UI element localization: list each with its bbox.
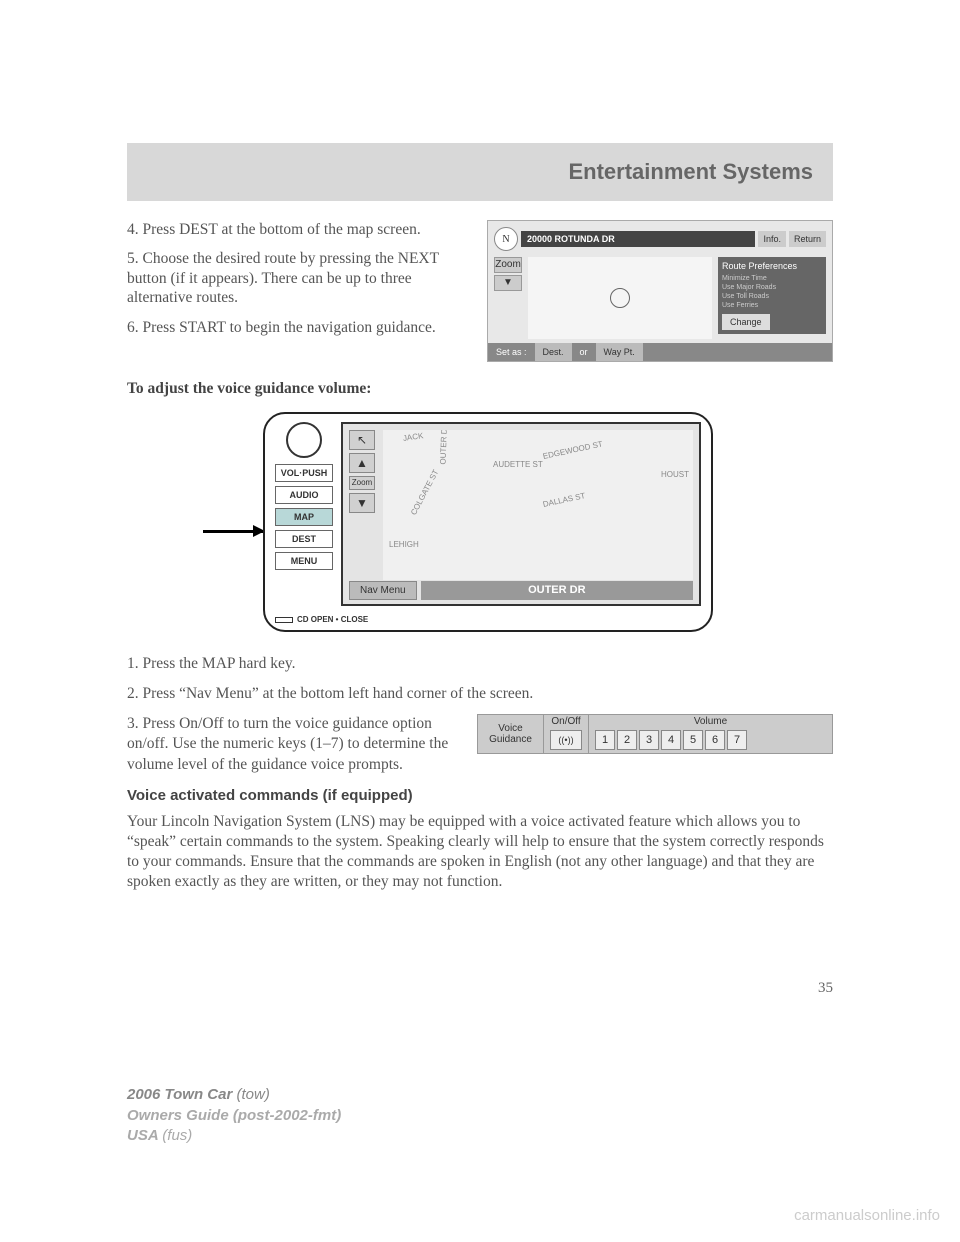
street-label: COLGATE ST <box>409 468 440 516</box>
footer-model: 2006 Town Car <box>127 1086 232 1103</box>
rp-line-4: Use Ferries <box>722 301 822 310</box>
volume-knob-icon[interactable] <box>286 422 322 458</box>
waypt-button[interactable]: Way Pt. <box>596 343 643 361</box>
vol-2[interactable]: 2 <box>617 730 637 750</box>
device-left-col: VOL·PUSH AUDIO MAP DEST MENU <box>275 422 333 570</box>
nav-zoom-side: Zoom ▼ <box>494 257 522 291</box>
vol-7[interactable]: 7 <box>727 730 747 750</box>
nav-top-bar: N 20000 ROTUNDA DR Info. Return <box>494 227 826 251</box>
street-label: OUTER DR <box>439 430 449 465</box>
adjust-voice-heading: To adjust the voice guidance volume: <box>127 380 833 398</box>
cd-open-close[interactable]: CD OPEN • CLOSE <box>275 615 368 624</box>
nav-address: 20000 ROTUNDA DR <box>521 231 755 247</box>
change-button[interactable]: Change <box>722 314 770 330</box>
watermark: carmanualsonline.info <box>794 1207 940 1224</box>
footer-code-1: (tow) <box>237 1086 270 1103</box>
street-label: AUDETTE ST <box>493 460 543 469</box>
route-pref-panel: Route Preferences Minimize Time Use Majo… <box>718 257 826 334</box>
voice-guidance-bar: Voice Guidance On/Off ((•)) Volume 1 2 3… <box>477 714 833 754</box>
rp-line-3: Use Toll Roads <box>722 292 822 301</box>
nav-bottom-bar: Set as : Dest. or Way Pt. <box>488 343 832 361</box>
vol-push-label: VOL·PUSH <box>275 464 333 482</box>
nav-screenshot: N 20000 ROTUNDA DR Info. Return Zoom ▼ R… <box>487 220 833 362</box>
screen-map-area: JACK OUTER DR COLGATE ST AUDETTE ST EDGE… <box>383 430 693 580</box>
voice-onoff: On/Off ((•)) <box>544 715 589 753</box>
street-label: JACK <box>402 431 424 443</box>
cd-slot-icon <box>275 617 293 623</box>
scr-zoom-label: Zoom <box>349 476 375 490</box>
voice-section-body: Your Lincoln Navigation System (LNS) may… <box>127 812 833 893</box>
voice-section-heading: Voice activated commands (if equipped) <box>127 787 833 804</box>
crosshair-icon <box>610 288 630 308</box>
scr-zoom-down-icon[interactable]: ▼ <box>349 493 375 513</box>
vol-4[interactable]: 4 <box>661 730 681 750</box>
map-button[interactable]: MAP <box>275 508 333 526</box>
voice-guidance-label: Voice Guidance <box>478 715 544 753</box>
footer-code-3: (fus) <box>162 1127 192 1144</box>
street-label: HOUST <box>661 470 689 479</box>
audio-button[interactable]: AUDIO <box>275 486 333 504</box>
footer-line-3: USA (fus) <box>127 1126 341 1146</box>
onoff-head: On/Off <box>544 715 588 728</box>
footer-line-1: 2006 Town Car (tow) <box>127 1085 341 1105</box>
speaker-icon[interactable]: ((•)) <box>550 730 582 750</box>
screen-zoom-col: ↖ ▲ Zoom ▼ <box>349 430 375 513</box>
info-button[interactable]: Info. <box>758 231 786 247</box>
device-screen: ↖ ▲ Zoom ▼ JACK OUTER DR COLGATE ST AUDE… <box>341 422 701 606</box>
step-b2: 2. Press “Nav Menu” at the bottom left h… <box>127 684 833 704</box>
nav-zoom-label: Zoom <box>494 257 522 273</box>
screen-bottom-bar: Nav Menu OUTER DR <box>349 581 693 600</box>
street-label: LEHIGH <box>389 540 419 549</box>
vb-l2: Guidance <box>489 734 532 745</box>
rp-title: Route Preferences <box>722 261 822 271</box>
footer-usa: USA <box>127 1127 158 1144</box>
return-button[interactable]: Return <box>789 231 826 247</box>
step-b1: 1. Press the MAP hard key. <box>127 654 833 674</box>
step-6: 6. Press START to begin the navigation g… <box>127 318 467 337</box>
rp-line-1: Minimize Time <box>722 274 822 283</box>
dest-button[interactable]: DEST <box>275 530 333 548</box>
volume-head: Volume <box>589 715 832 728</box>
page-header-title: Entertainment Systems <box>568 159 813 185</box>
scr-compass-icon[interactable]: ↖ <box>349 430 375 450</box>
rp-line-2: Use Major Roads <box>722 283 822 292</box>
content: 4. Press DEST at the bottom of the map s… <box>127 220 833 902</box>
voice-volume: Volume 1 2 3 4 5 6 7 <box>589 715 832 753</box>
outer-dr-label: OUTER DR <box>421 581 693 600</box>
volume-nums: 1 2 3 4 5 6 7 <box>589 728 832 752</box>
page-header: Entertainment Systems <box>127 143 833 201</box>
nav-map-bg <box>528 257 712 339</box>
setas-label: Set as : <box>488 343 535 361</box>
nav-menu-button[interactable]: Nav Menu <box>349 581 417 600</box>
scr-zoom-up-icon[interactable]: ▲ <box>349 453 375 473</box>
vol-6[interactable]: 6 <box>705 730 725 750</box>
top-two-col: 4. Press DEST at the bottom of the map s… <box>127 220 833 362</box>
cd-open-close-label: CD OPEN • CLOSE <box>297 615 368 624</box>
vol-1[interactable]: 1 <box>595 730 615 750</box>
or-label: or <box>572 343 596 361</box>
vol-3[interactable]: 3 <box>639 730 659 750</box>
step-5: 5. Choose the desired route by pressing … <box>127 249 467 307</box>
street-label: EDGEWOOD ST <box>542 439 603 460</box>
steps-a: 4. Press DEST at the bottom of the map s… <box>127 220 467 362</box>
device-illustration: VOL·PUSH AUDIO MAP DEST MENU CD OPEN • C… <box>203 412 713 632</box>
compass-icon: N <box>494 227 518 251</box>
dest-button[interactable]: Dest. <box>535 343 572 361</box>
footer-line-2: Owners Guide (post-2002-fmt) <box>127 1106 341 1126</box>
footer: 2006 Town Car (tow) Owners Guide (post-2… <box>127 1085 341 1146</box>
step-b3: 3. Press On/Off to turn the voice guidan… <box>127 714 457 774</box>
menu-button[interactable]: MENU <box>275 552 333 570</box>
vol-5[interactable]: 5 <box>683 730 703 750</box>
street-label: DALLAS ST <box>542 491 586 509</box>
page-number: 35 <box>818 980 833 997</box>
vb-l1: Voice <box>498 723 522 734</box>
step-4: 4. Press DEST at the bottom of the map s… <box>127 220 467 239</box>
arrow-pointer-icon <box>203 530 263 533</box>
step-b3-row: 3. Press On/Off to turn the voice guidan… <box>127 714 833 774</box>
zoom-down-icon[interactable]: ▼ <box>494 275 522 291</box>
